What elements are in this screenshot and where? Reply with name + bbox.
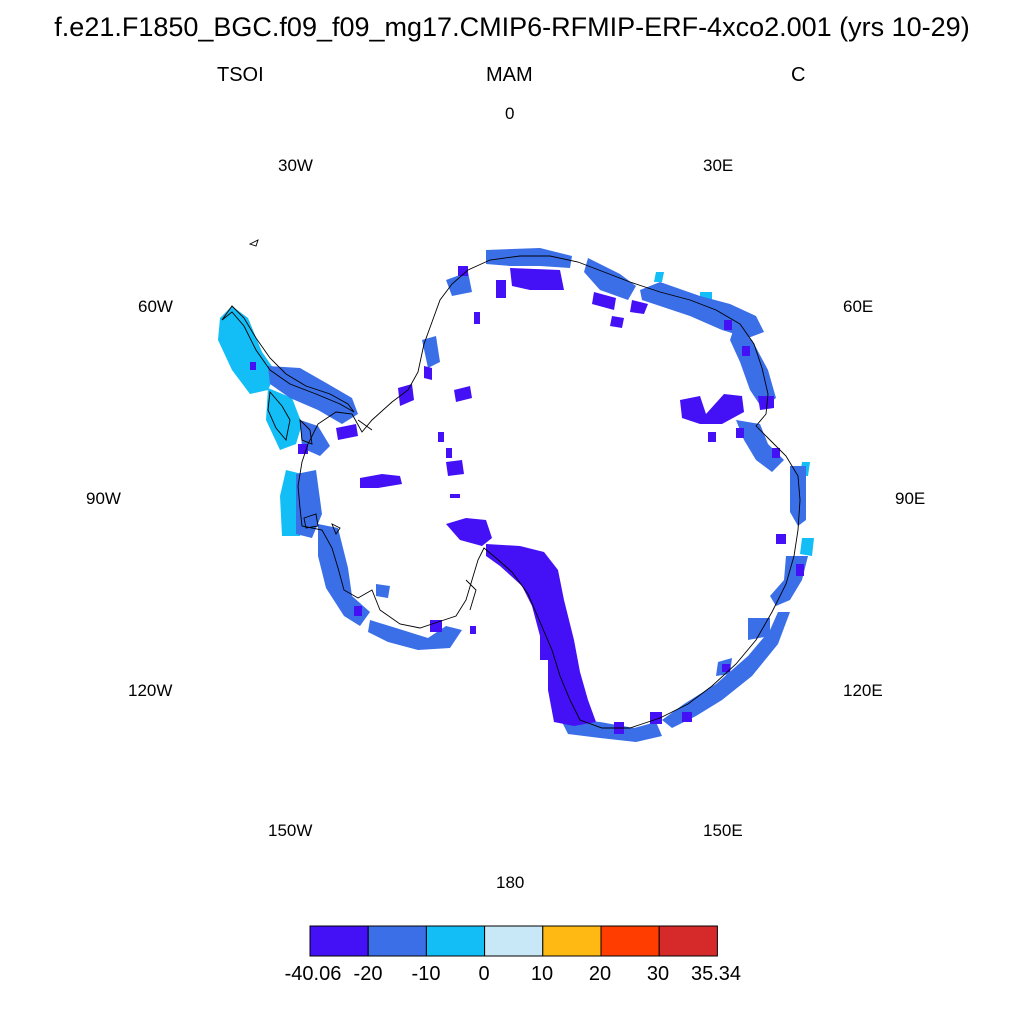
lon-label-30e: 30E xyxy=(703,156,734,175)
colorbar-label: -20 xyxy=(353,963,383,985)
colorbar-box xyxy=(484,925,544,957)
lon-label-90w: 90W xyxy=(86,489,121,508)
lon-label-60e: 60E xyxy=(843,297,874,316)
colorbar-label: 0 xyxy=(478,963,490,985)
lon-label-150e: 150E xyxy=(703,821,743,840)
units-label: C xyxy=(791,64,806,86)
lon-label-180: 180 xyxy=(496,873,525,892)
lon-label-120w: 120W xyxy=(128,681,173,700)
plot-title: f.e21.F1850_BGC.f09_f09_mg17.CMIP6-RFMIP… xyxy=(54,12,970,42)
lon-label-150w: 150W xyxy=(268,821,313,840)
colorbar-box xyxy=(600,925,660,957)
lon-label-90e: 90E xyxy=(895,489,926,508)
lon-label-30w: 30W xyxy=(278,156,313,175)
colorbar-boxes xyxy=(309,925,718,957)
variable-label: TSOI xyxy=(217,64,264,86)
colorbar-label: 35.34 xyxy=(690,963,742,985)
colorbar-box xyxy=(425,925,486,957)
coastline xyxy=(221,239,801,729)
lon-label-60w: 60W xyxy=(138,297,173,316)
colorbar-label: -40.06 xyxy=(284,963,342,985)
colorbar-label: 10 xyxy=(530,963,554,985)
season-label: MAM xyxy=(486,64,533,86)
colorbar-box xyxy=(367,925,427,957)
lon-label-120e: 120E xyxy=(843,681,883,700)
lon-label-0: 0 xyxy=(505,104,515,123)
colorbar-box xyxy=(658,925,718,957)
colorbar-label: -10 xyxy=(411,963,441,985)
colorbar-label: 30 xyxy=(646,963,670,985)
colorbar-label: 20 xyxy=(588,963,612,985)
colorbar-box xyxy=(309,925,369,957)
colorbar-box xyxy=(542,925,602,957)
